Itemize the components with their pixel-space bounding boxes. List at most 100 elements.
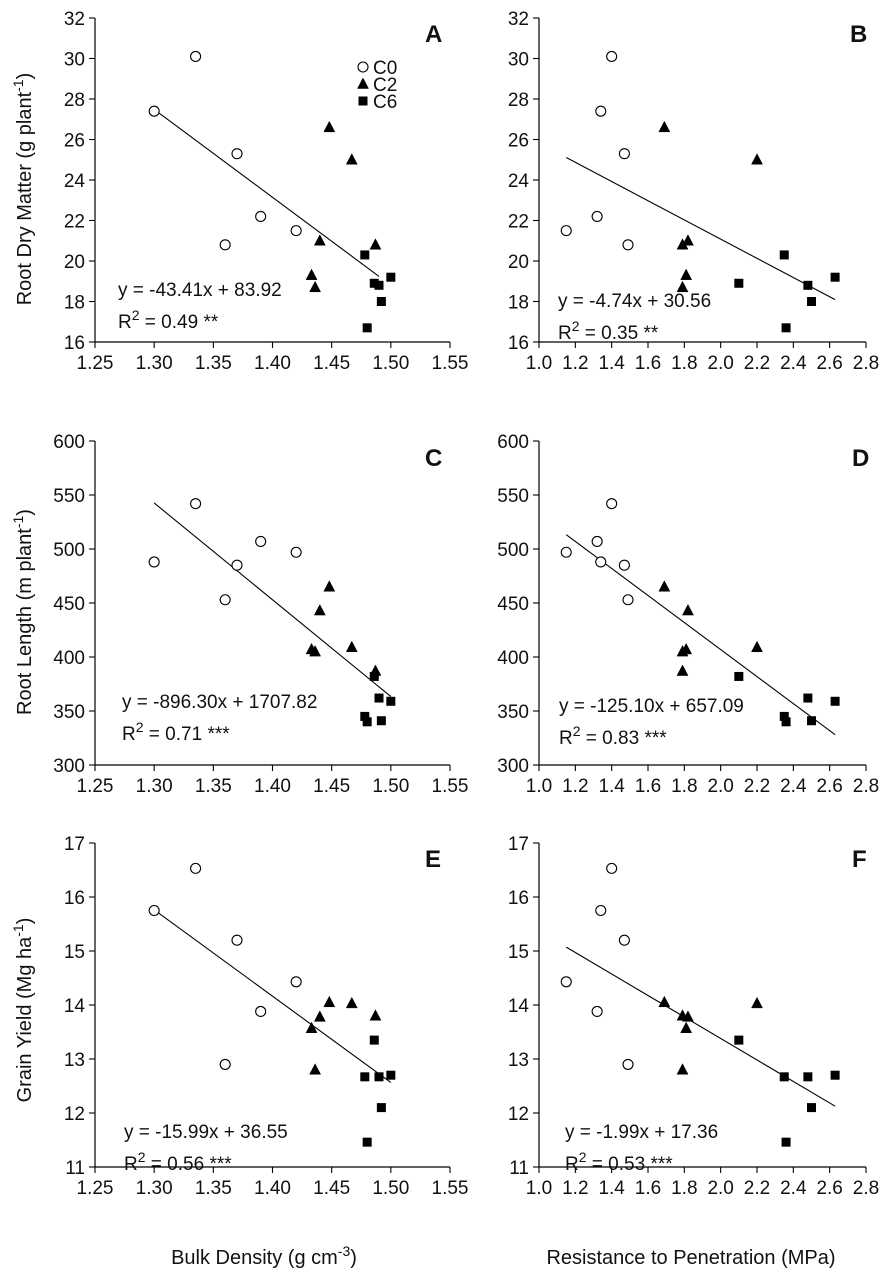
point-c0 — [591, 535, 603, 547]
r-squared-exponent: 2 — [136, 719, 144, 735]
y-tick-label: 22 — [64, 212, 85, 233]
point-c6 — [362, 717, 372, 727]
point-c6 — [803, 693, 813, 703]
x-tick-label: 2.6 — [816, 776, 842, 797]
panel-c: 300 350 400 450 500 550 600 1.25 1.30 1.35 1.40 1.4… — [53, 432, 468, 797]
legend-marker-c6 — [358, 96, 368, 106]
x-tick-label: 1.55 — [432, 776, 469, 797]
panel-letter: D — [852, 445, 869, 472]
y-tick-label: 16 — [64, 888, 85, 909]
x-tick-label: 1.25 — [77, 1178, 114, 1199]
r-squared-value: = 0.53 *** — [587, 1154, 674, 1175]
point-c6 — [374, 1072, 384, 1082]
regression-equation: y = -4.74x + 30.56 — [558, 291, 711, 312]
x-tick-label: 1.30 — [136, 1178, 173, 1199]
x-tick-label: 1.6 — [635, 1178, 661, 1199]
point-c0 — [231, 148, 243, 160]
y-tick-label: 11 — [509, 1158, 529, 1179]
r-squared-label: R — [122, 724, 136, 745]
regression-equation: y = -125.10x + 657.09 — [559, 696, 744, 717]
r-squared: R2 = 0.56 *** — [124, 1149, 232, 1175]
panel-f: 11 12 13 14 15 16 17 1.0 1.2 1.4 1.6 1.8 2.0 2.2 2.4 2.… — [508, 834, 879, 1199]
x-tick-label: 1.40 — [254, 353, 291, 374]
xlabel-e-main: Bulk Density (g cm — [171, 1247, 338, 1269]
panel-d: 300 350 400 450 500 550 600 1.0 1.2 1.4 1.6 1.8 2.0 2… — [497, 432, 879, 797]
point-c2 — [676, 1063, 689, 1075]
svg-text:Root Length (m plant-1): Root Length (m plant-1) — [10, 509, 36, 715]
point-c6 — [362, 323, 372, 333]
xlabel-f: Resistance to Penetration (MPa) — [546, 1247, 835, 1269]
x-tick-label: 1.2 — [562, 776, 588, 797]
point-c6 — [779, 711, 789, 721]
r-squared-label: R — [558, 323, 572, 344]
point-c2 — [658, 580, 671, 592]
x-tick-label: 1.30 — [136, 776, 173, 797]
x-tick-label: 1.25 — [77, 353, 114, 374]
x-tick-label: 1.8 — [671, 776, 697, 797]
y-tick-label: 400 — [53, 648, 85, 669]
y-tick-label: 300 — [497, 756, 529, 777]
panel-b: 16 18 20 22 24 26 28 30 32 1.0 1.2 1.4 1.6 1.8 2.0 2.2 2… — [508, 9, 879, 374]
point-c0 — [595, 556, 607, 568]
point-c6 — [734, 671, 744, 681]
point-c6 — [376, 297, 386, 306]
x-tick-label: 1.6 — [635, 776, 661, 797]
x-tick-label: 2.2 — [744, 1178, 770, 1199]
point-c6 — [360, 711, 370, 721]
ylabel-e: Grain Yield (Mg ha-1) — [10, 918, 36, 1103]
y-tick-label: 30 — [64, 50, 85, 71]
point-c0 — [606, 862, 618, 874]
point-c2 — [313, 604, 326, 616]
y-tick-label: 28 — [508, 90, 529, 111]
regression-equation: y = -43.41x + 83.92 — [118, 280, 282, 301]
point-c0 — [290, 976, 302, 988]
x-tick-label: 1.6 — [635, 353, 661, 374]
panel-letter: C — [425, 445, 442, 472]
x-tick-label: 2.4 — [780, 353, 807, 374]
panel-a: 16 18 20 22 24 26 28 30 32 1.25 1.30 1.35 1.40 1.45 1.… — [64, 9, 469, 374]
x-tick-label: 1.45 — [313, 1178, 350, 1199]
y-tick-label: 350 — [53, 702, 85, 723]
x-tick-label: 2.6 — [816, 353, 842, 374]
point-c2 — [309, 280, 322, 293]
x-tick-label: 1.2 — [562, 1178, 588, 1199]
point-c2 — [680, 268, 693, 280]
ylabel-a-sup: -1 — [10, 79, 26, 92]
point-c6 — [369, 278, 379, 288]
x-tick-label: 1.8 — [671, 1178, 697, 1199]
x-tick-label: 1.4 — [598, 776, 625, 797]
point-c0 — [255, 1005, 267, 1018]
y-tick-label: 550 — [53, 486, 85, 507]
svg-text:Grain Yield (Mg ha-1): Grain Yield (Mg ha-1) — [10, 918, 36, 1103]
point-c0 — [148, 105, 160, 117]
ylabel-a: Root Dry Matter (g plant-1) — [10, 73, 36, 306]
point-c6 — [386, 272, 396, 282]
x-tick-label: 1.50 — [372, 1178, 409, 1199]
point-c6 — [803, 1072, 813, 1082]
panel-letter: E — [425, 846, 441, 873]
point-c2 — [680, 1021, 693, 1033]
r-squared-label: R — [124, 1154, 138, 1175]
x-tick-label: 1.0 — [526, 1178, 552, 1199]
point-c0 — [255, 535, 267, 547]
point-c0 — [591, 1005, 603, 1018]
point-c6 — [369, 671, 379, 681]
point-c6 — [781, 323, 791, 333]
point-c0 — [560, 225, 572, 237]
y-tick-label: 13 — [508, 1050, 529, 1071]
point-c0 — [290, 546, 302, 558]
y-tick-label: 400 — [497, 648, 529, 669]
point-c2 — [305, 268, 318, 280]
point-c0 — [606, 50, 618, 63]
x-tick-label: 1.45 — [313, 776, 350, 797]
x-tick-label: 2.2 — [744, 776, 770, 797]
point-c6 — [807, 1103, 816, 1113]
y-tick-label: 24 — [508, 171, 530, 192]
r-squared-exponent: 2 — [138, 1149, 146, 1165]
regression-line — [565, 157, 836, 301]
y-tick-label: 600 — [53, 432, 85, 453]
point-c2 — [309, 645, 322, 657]
xlabel-e: Bulk Density (g cm-3) — [171, 1243, 357, 1269]
point-c0 — [622, 1058, 634, 1070]
